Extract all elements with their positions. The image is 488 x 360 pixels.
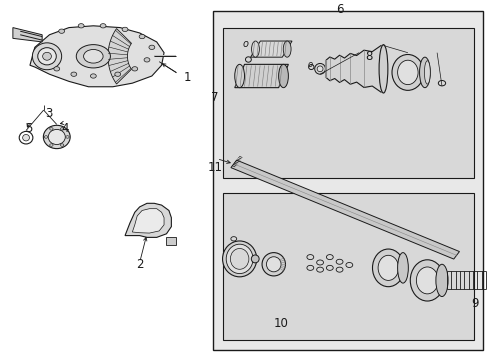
Ellipse shape [278,64,288,87]
Polygon shape [250,41,291,57]
Ellipse shape [424,61,429,84]
Ellipse shape [50,128,53,130]
Ellipse shape [230,248,248,269]
Text: 1: 1 [183,71,191,84]
Ellipse shape [76,45,110,68]
Ellipse shape [378,45,387,93]
Polygon shape [166,237,176,244]
Text: 7: 7 [211,91,218,104]
Ellipse shape [391,54,423,90]
Ellipse shape [314,63,325,74]
Polygon shape [13,28,42,42]
Bar [222,28,473,178]
Ellipse shape [59,29,64,33]
Ellipse shape [32,43,61,70]
Ellipse shape [115,72,121,76]
Ellipse shape [48,130,65,144]
Polygon shape [234,64,288,87]
Ellipse shape [54,67,60,71]
Ellipse shape [266,257,281,272]
Ellipse shape [435,264,447,297]
Ellipse shape [372,249,404,287]
Ellipse shape [139,35,145,39]
Ellipse shape [44,136,48,138]
Ellipse shape [38,48,56,65]
Ellipse shape [317,66,323,72]
Ellipse shape [61,144,64,146]
Ellipse shape [100,24,106,28]
Ellipse shape [415,267,437,294]
Ellipse shape [419,57,429,87]
Text: o: o [307,60,312,69]
Ellipse shape [377,255,398,280]
Ellipse shape [251,255,259,263]
Polygon shape [230,160,459,259]
Text: 6: 6 [335,3,343,16]
Ellipse shape [251,41,259,57]
Ellipse shape [78,24,84,28]
Ellipse shape [397,253,407,283]
Ellipse shape [90,74,96,78]
Ellipse shape [222,241,256,277]
Text: 2: 2 [136,258,143,271]
Ellipse shape [283,41,290,57]
Text: 10: 10 [273,317,288,330]
Polygon shape [125,203,171,237]
Text: 8: 8 [365,50,372,63]
Ellipse shape [66,136,69,138]
Polygon shape [132,209,163,233]
Ellipse shape [149,45,155,49]
Text: 11: 11 [207,161,222,174]
Polygon shape [30,26,163,87]
Text: o: o [243,40,248,49]
Ellipse shape [71,72,77,76]
Ellipse shape [43,125,70,149]
Text: 5: 5 [25,122,33,135]
Ellipse shape [262,253,285,276]
Ellipse shape [42,52,51,60]
Text: 4: 4 [61,122,69,135]
Ellipse shape [61,128,64,130]
Ellipse shape [83,49,103,63]
Ellipse shape [409,260,444,301]
Ellipse shape [226,244,252,274]
Ellipse shape [132,67,138,71]
Polygon shape [108,28,131,84]
Ellipse shape [50,144,53,146]
Ellipse shape [122,27,128,32]
Bar [222,193,473,339]
Text: 3: 3 [45,107,52,120]
Ellipse shape [144,58,150,62]
Bar [212,12,483,350]
Ellipse shape [397,60,417,85]
Text: 9: 9 [470,297,478,310]
Ellipse shape [22,134,29,141]
Ellipse shape [234,64,244,87]
